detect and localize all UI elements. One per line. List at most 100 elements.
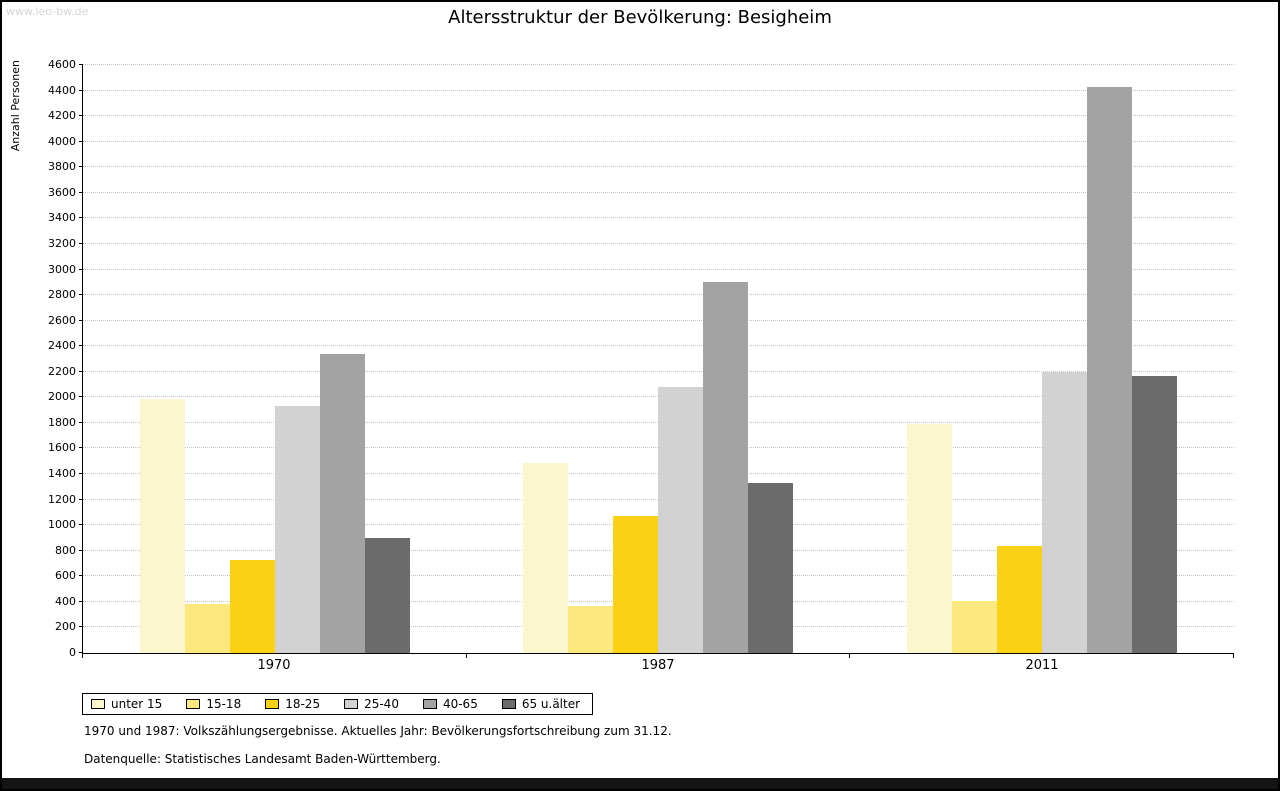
bar-group-1970 — [139, 65, 410, 653]
bar-65-u.älter-1970 — [364, 537, 410, 653]
x-tick-label: 1987 — [641, 658, 675, 673]
gridline — [83, 268, 1234, 270]
y-tick-label: 3800 — [48, 160, 76, 174]
y-tick-mark — [79, 64, 83, 65]
y-tick-mark — [79, 191, 83, 193]
y-tick-label: 200 — [55, 620, 76, 634]
legend-item-unter-15: unter 15 — [91, 697, 162, 711]
y-tick-mark — [79, 421, 83, 423]
gridline — [83, 140, 1234, 142]
bar-65-u.älter-2011 — [1132, 375, 1178, 653]
gridline — [83, 217, 1234, 219]
y-tick-mark — [79, 575, 83, 577]
legend-label: 25-40 — [364, 697, 399, 711]
footnote-line-1: 1970 und 1987: Volkszählungsergebnisse. … — [84, 724, 672, 738]
x-axis-labels: 1970 1987 2011 — [82, 655, 1234, 673]
x-tick-mark — [465, 654, 467, 658]
y-tick-label: 4000 — [48, 134, 76, 148]
footnote-line-2: Datenquelle: Statistisches Landesamt Bad… — [84, 752, 441, 766]
y-tick-mark — [79, 166, 83, 168]
y-tick-mark — [79, 498, 83, 500]
y-tick-label: 400 — [55, 594, 76, 608]
y-tick-mark — [79, 242, 83, 244]
legend-item-65-u.älter: 65 u.älter — [501, 697, 581, 711]
y-tick-mark — [79, 600, 83, 602]
y-tick-label: 1000 — [48, 518, 76, 532]
legend-swatch — [501, 699, 516, 709]
y-tick-label: 4400 — [48, 83, 76, 97]
bar-15-18-1987 — [568, 605, 614, 653]
legend-label: 65 u.älter — [521, 697, 581, 711]
gridline — [83, 370, 1234, 372]
bar-unter-15-1987 — [523, 462, 569, 653]
gridline — [83, 345, 1234, 347]
legend: unter 15 15-18 18-25 25-40 40-65 65 u.älter — [82, 693, 594, 715]
y-tick-mark — [79, 524, 83, 526]
legend-item-40-65: 40-65 — [422, 697, 478, 711]
y-tick-label: 3000 — [48, 262, 76, 276]
legend-swatch — [91, 699, 105, 709]
y-tick-mark — [79, 447, 83, 449]
y-tick-label: 1200 — [48, 492, 76, 506]
y-tick-mark — [79, 396, 83, 398]
bar-unter-15-1970 — [139, 398, 185, 653]
y-tick-label: 4600 — [48, 58, 76, 71]
chart-title: Altersstruktur der Bevölkerung: Besighei… — [448, 7, 832, 28]
y-tick-label: 3200 — [48, 236, 76, 250]
legend-label: 40-65 — [442, 697, 478, 711]
gridline — [83, 115, 1234, 117]
y-tick-mark — [79, 473, 83, 475]
x-tick-label: 1970 — [257, 658, 291, 673]
y-tick-mark — [79, 549, 83, 551]
bar-group-1987 — [523, 65, 794, 653]
y-tick-label: 1800 — [48, 415, 76, 429]
y-tick-label: 2000 — [48, 390, 76, 404]
y-tick-mark — [79, 217, 83, 219]
y-tick-mark — [79, 115, 83, 117]
y-tick-label: 800 — [55, 543, 76, 557]
x-tick-label: 2011 — [1025, 658, 1059, 673]
y-axis-label: Anzahl Personen — [9, 60, 22, 152]
x-tick-mark — [1233, 654, 1234, 658]
legend-label: 18-25 — [285, 697, 321, 711]
y-tick-label: 2400 — [48, 339, 76, 353]
y-tick-mark — [79, 652, 83, 653]
gridline — [83, 89, 1234, 91]
bars-layer — [83, 65, 1234, 653]
y-tick-label: 3400 — [48, 211, 76, 225]
y-tick-label: 0 — [69, 646, 76, 659]
y-tick-label: 3600 — [48, 185, 76, 199]
bar-25-40-2011 — [1042, 371, 1088, 653]
y-tick-mark — [79, 294, 83, 296]
legend-swatch — [265, 699, 280, 709]
gridline — [83, 294, 1234, 296]
footnotes: 1970 und 1987: Volkszählungsergebnisse. … — [84, 724, 672, 780]
y-tick-mark — [79, 345, 83, 347]
legend-item-18-25: 18-25 — [265, 697, 320, 711]
gridline — [83, 319, 1234, 321]
y-tick-mark — [79, 89, 83, 91]
y-tick-label: 600 — [55, 569, 76, 583]
y-tick-label: 2200 — [48, 364, 76, 378]
legend-item-15-18: 15-18 — [186, 697, 241, 711]
bar-15-18-1970 — [184, 604, 230, 653]
bar-40-65-1970 — [319, 353, 365, 653]
x-tick-mark — [849, 654, 851, 658]
y-tick-label: 2800 — [48, 288, 76, 302]
bar-65-u.älter-1987 — [748, 483, 794, 653]
bar-unter-15-2011 — [907, 424, 953, 653]
legend-swatch — [344, 699, 359, 709]
gridline — [83, 166, 1234, 168]
bar-40-65-1987 — [703, 282, 749, 653]
bar-40-65-2011 — [1087, 86, 1133, 653]
bar-18-25-1970 — [229, 559, 275, 653]
y-tick-label: 4200 — [48, 109, 76, 123]
bottom-border-bar — [2, 778, 1278, 789]
plot-area: 0 200 400 600 800 1000 1200 1400 1600 1800 2000 220… — [48, 58, 1234, 659]
gridline — [83, 242, 1234, 244]
bar-25-40-1987 — [658, 387, 704, 653]
legend-swatch — [422, 699, 437, 709]
bar-18-25-1987 — [613, 516, 659, 653]
gridline — [83, 64, 1234, 65]
